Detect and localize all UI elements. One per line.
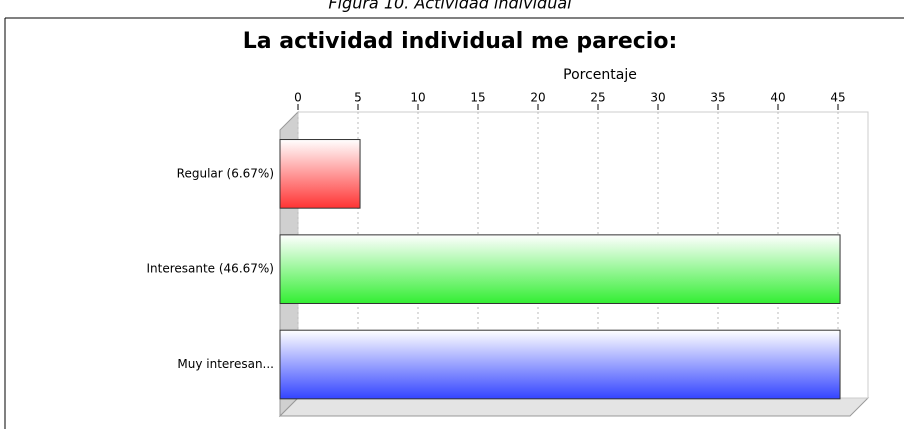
x-tick-label: 35	[710, 91, 725, 105]
x-tick-label: 10	[410, 91, 425, 105]
bar	[279, 329, 841, 400]
x-tick-label: 20	[530, 91, 545, 105]
x-tick-label: 5	[354, 91, 362, 105]
y-tick-label: Regular (6.67%)	[177, 166, 274, 180]
y-tick-label: Muy interesan...	[177, 357, 274, 371]
bar	[279, 234, 841, 305]
x-tick-label: 25	[590, 91, 605, 105]
x-tick-label: 15	[470, 91, 485, 105]
x-axis-label: Porcentaje	[563, 67, 637, 83]
caption: Figura 10. Actividad individual	[328, 0, 572, 13]
y-tick-label: Interesante (46.67%)	[146, 262, 274, 276]
x-tick-label: 0	[294, 91, 302, 105]
x-tick-label: 40	[770, 91, 785, 105]
chart-title: La actividad individual me parecio:	[243, 29, 678, 54]
x-tick-label: 30	[650, 91, 665, 105]
x-tick-label: 45	[830, 91, 845, 105]
floor	[278, 397, 870, 417]
bar	[279, 139, 361, 209]
